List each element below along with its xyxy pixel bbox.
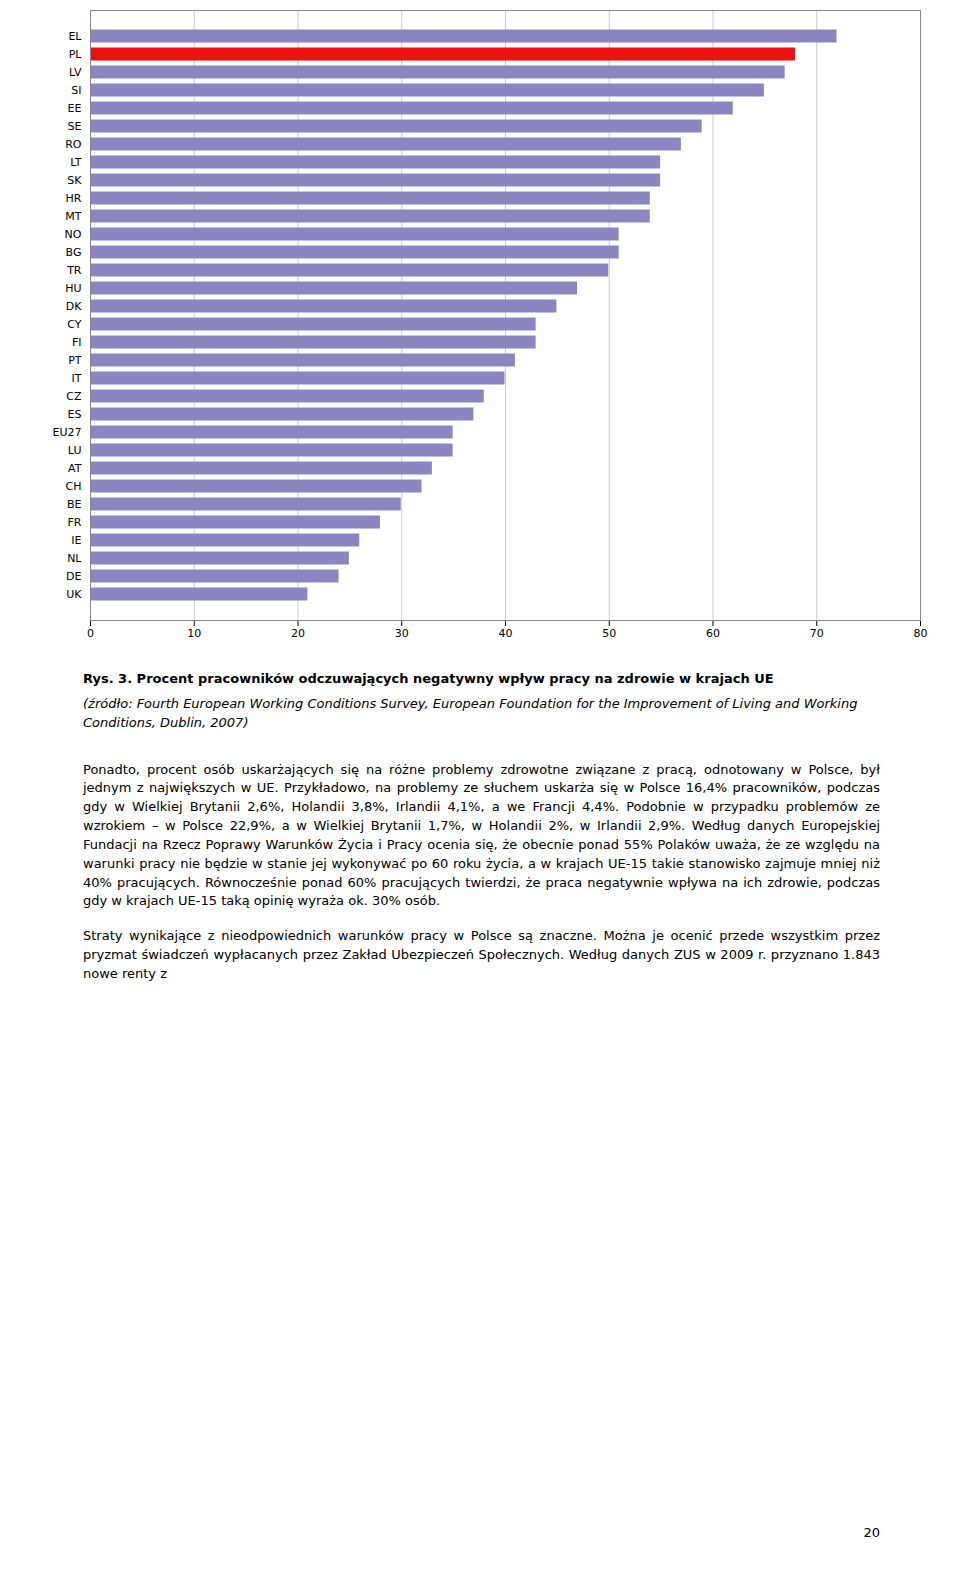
svg-text:30: 30 — [395, 627, 409, 640]
svg-text:EU27: EU27 — [53, 426, 82, 439]
svg-text:ES: ES — [68, 408, 82, 421]
svg-text:BE: BE — [67, 498, 82, 511]
svg-text:50: 50 — [602, 627, 616, 640]
svg-text:IE: IE — [71, 534, 81, 547]
svg-text:CH: CH — [66, 480, 82, 493]
svg-text:MT: MT — [65, 210, 81, 223]
svg-text:AT: AT — [68, 462, 82, 475]
svg-text:70: 70 — [810, 627, 824, 640]
html-text:Ponadto, procent osób uskarżaj: Ponadto, procent osób uskarżających się … — [83, 761, 880, 909]
svg-text:10: 10 — [187, 627, 201, 640]
svg-text:80: 80 — [914, 627, 928, 640]
svg-text:FI: FI — [72, 336, 82, 349]
svg-text:60: 60 — [706, 627, 720, 640]
svg-text:RO: RO — [65, 138, 82, 151]
svg-text:EL: EL — [68, 30, 82, 43]
svg-text:NL: NL — [67, 552, 82, 565]
svg-text:CY: CY — [67, 318, 81, 331]
svg-text:LU: LU — [68, 444, 82, 457]
html-text:Rys. 3. Procent pracowników od: Rys. 3. Procent pracowników odczuwającyc… — [83, 671, 774, 686]
svg-text:CZ: CZ — [66, 390, 82, 403]
svg-text:PT: PT — [68, 354, 82, 367]
svg-text:UK: UK — [66, 588, 82, 601]
svg-text:HU: HU — [65, 282, 81, 295]
svg-text:PL: PL — [69, 48, 83, 61]
svg-text:SI: SI — [71, 84, 81, 97]
svg-text:LT: LT — [70, 156, 82, 169]
svg-text:DK: DK — [66, 300, 82, 313]
svg-text:FR: FR — [68, 516, 82, 529]
html-text:Straty wynikające z nieodpowie: Straty wynikające z nieodpowiednich waru… — [83, 928, 880, 981]
svg-text:NO: NO — [65, 228, 82, 241]
svg-text:LV: LV — [69, 66, 82, 79]
svg-text:HR: HR — [66, 192, 82, 205]
svg-text:20: 20 — [291, 627, 305, 640]
svg-text:SK: SK — [67, 174, 82, 187]
svg-text:SE: SE — [68, 120, 82, 133]
svg-text:DE: DE — [66, 570, 81, 583]
html-text:(źródło: Fourth European Worki: (źródło: Fourth European Working Conditi… — [83, 695, 858, 730]
html-text:20: 20 — [863, 1525, 880, 1540]
svg-text:TR: TR — [66, 264, 82, 277]
svg-text:40: 40 — [499, 627, 513, 640]
svg-text:0: 0 — [87, 627, 94, 640]
svg-text:EE: EE — [68, 102, 82, 115]
svg-text:IT: IT — [72, 372, 82, 385]
svg-text:BG: BG — [66, 246, 82, 259]
